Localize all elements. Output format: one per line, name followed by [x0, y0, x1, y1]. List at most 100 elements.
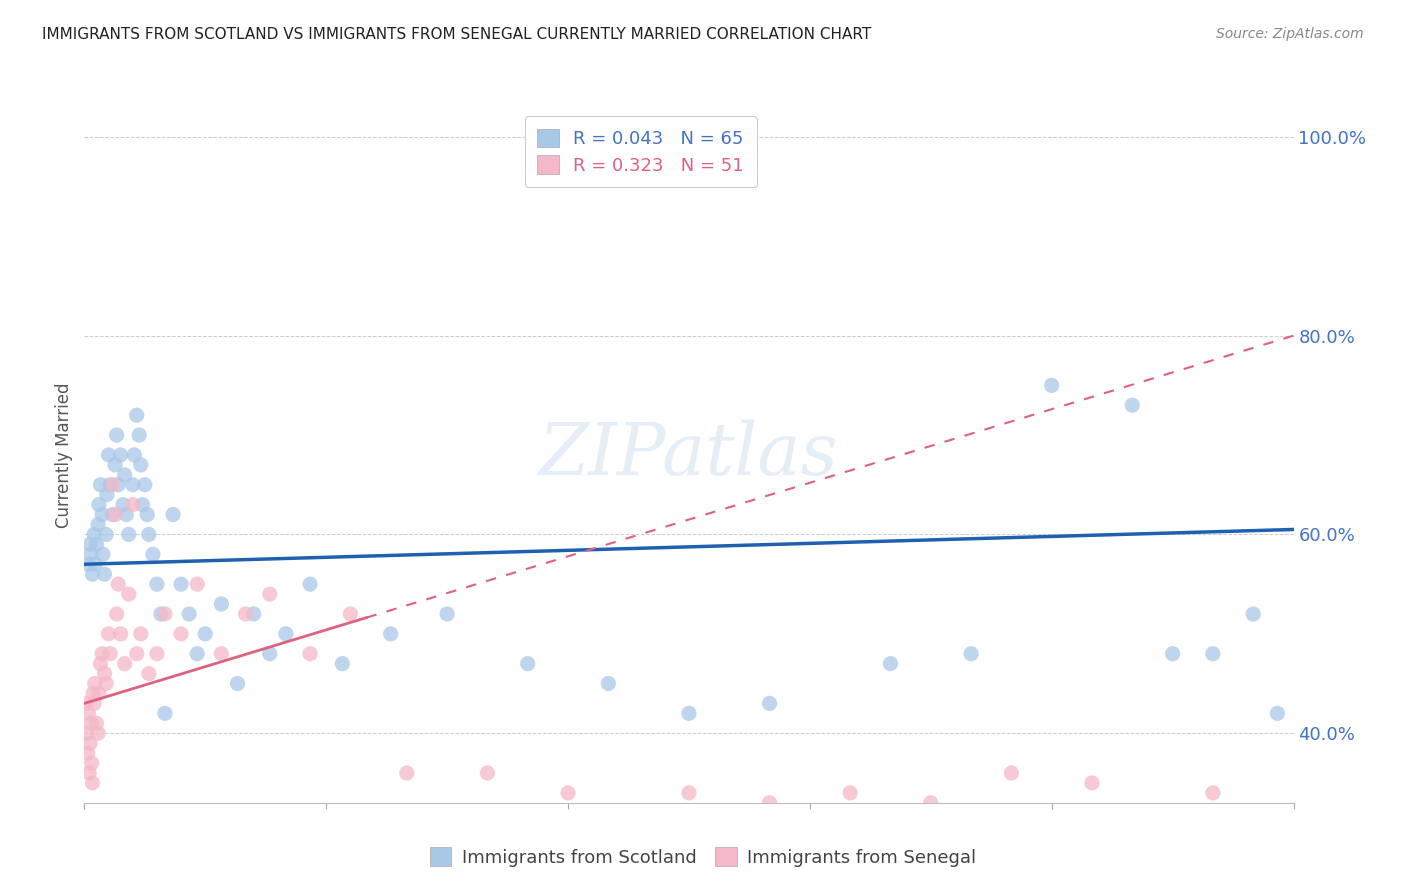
- Point: [107, 577, 129, 591]
- Point: [125, 647, 148, 661]
- Point: [1202, 647, 1225, 661]
- Point: [557, 786, 579, 800]
- Text: Source: ZipAtlas.com: Source: ZipAtlas.com: [1216, 27, 1364, 41]
- Point: [153, 607, 176, 621]
- Point: [98, 647, 121, 661]
- Point: [146, 577, 169, 591]
- Point: [209, 647, 232, 661]
- Point: [124, 448, 146, 462]
- Point: [153, 706, 176, 721]
- Point: [1267, 706, 1289, 721]
- Point: [162, 508, 184, 522]
- Point: [80, 547, 103, 561]
- Point: [235, 607, 257, 621]
- Point: [107, 477, 129, 491]
- Point: [259, 587, 281, 601]
- Point: [186, 577, 208, 591]
- Point: [134, 477, 156, 491]
- Point: [1081, 776, 1104, 790]
- Point: [1040, 378, 1063, 392]
- Point: [259, 647, 281, 661]
- Point: [839, 786, 862, 800]
- Point: [149, 607, 172, 621]
- Point: [170, 627, 193, 641]
- Point: [104, 458, 127, 472]
- Point: [94, 527, 117, 541]
- Point: [146, 647, 169, 661]
- Point: [209, 597, 232, 611]
- Point: [1121, 398, 1143, 412]
- Point: [118, 527, 141, 541]
- Point: [138, 666, 160, 681]
- Point: [75, 697, 97, 711]
- Point: [96, 488, 118, 502]
- Point: [82, 776, 104, 790]
- Point: [87, 726, 110, 740]
- Point: [128, 428, 150, 442]
- Point: [93, 567, 115, 582]
- Point: [395, 766, 418, 780]
- Point: [436, 607, 458, 621]
- Point: [226, 676, 249, 690]
- Point: [1161, 647, 1184, 661]
- Point: [131, 498, 153, 512]
- Point: [115, 508, 138, 522]
- Point: [97, 627, 120, 641]
- Point: [87, 498, 110, 512]
- Point: [330, 657, 353, 671]
- Point: [920, 796, 942, 810]
- Point: [477, 766, 499, 780]
- Point: [129, 627, 152, 641]
- Point: [79, 736, 101, 750]
- Point: [1241, 607, 1264, 621]
- Point: [105, 428, 128, 442]
- Point: [79, 537, 101, 551]
- Point: [104, 508, 127, 522]
- Point: [274, 627, 297, 641]
- Point: [89, 657, 111, 671]
- Point: [516, 657, 538, 671]
- Point: [77, 766, 100, 780]
- Point: [82, 686, 104, 700]
- Point: [93, 666, 115, 681]
- Point: [105, 607, 128, 621]
- Point: [380, 627, 402, 641]
- Point: [142, 547, 165, 561]
- Point: [77, 706, 100, 721]
- Point: [136, 508, 159, 522]
- Point: [129, 458, 152, 472]
- Point: [76, 726, 98, 740]
- Point: [114, 657, 136, 671]
- Point: [114, 467, 136, 482]
- Point: [83, 676, 105, 690]
- Point: [98, 477, 121, 491]
- Point: [89, 477, 111, 491]
- Point: [299, 577, 322, 591]
- Point: [87, 686, 110, 700]
- Point: [179, 607, 201, 621]
- Point: [121, 477, 143, 491]
- Point: [118, 587, 141, 601]
- Point: [110, 448, 132, 462]
- Point: [112, 498, 135, 512]
- Point: [97, 448, 120, 462]
- Point: [1202, 786, 1225, 800]
- Point: [91, 508, 114, 522]
- Point: [598, 676, 620, 690]
- Point: [83, 558, 105, 572]
- Point: [91, 647, 114, 661]
- Point: [1000, 766, 1022, 780]
- Point: [186, 647, 208, 661]
- Point: [678, 786, 700, 800]
- Point: [101, 477, 124, 491]
- Point: [138, 527, 160, 541]
- Point: [339, 607, 361, 621]
- Point: [110, 627, 132, 641]
- Legend: Immigrants from Scotland, Immigrants from Senegal: Immigrants from Scotland, Immigrants fro…: [422, 840, 984, 874]
- Point: [879, 657, 901, 671]
- Point: [299, 647, 322, 661]
- Point: [80, 756, 103, 770]
- Point: [91, 547, 114, 561]
- Point: [242, 607, 264, 621]
- Point: [194, 627, 217, 641]
